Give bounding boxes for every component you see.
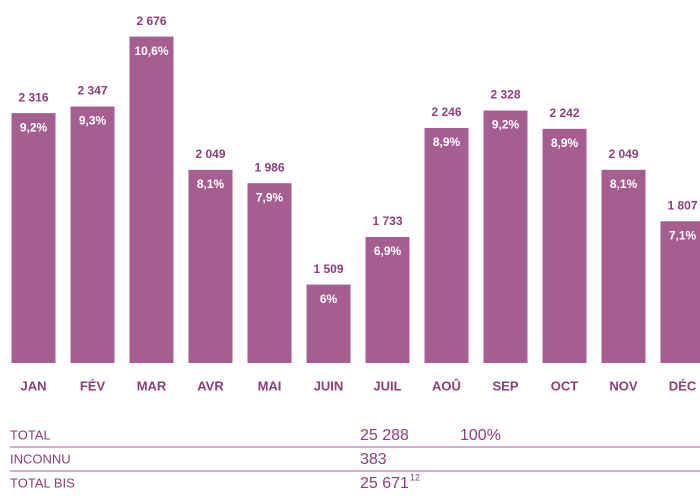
row-share: 100%	[460, 427, 501, 444]
x-tick-label: OCT	[551, 378, 579, 393]
x-tick-label: MAI	[258, 378, 282, 393]
bar	[661, 221, 700, 363]
share-label: 9,3%	[79, 114, 107, 128]
value-label: 2 049	[195, 147, 225, 161]
bar	[484, 111, 528, 363]
x-tick-label: MAR	[137, 378, 167, 393]
row-value: 25 671	[360, 475, 409, 491]
value-label: 2 676	[136, 14, 166, 28]
x-tick-label: JUIN	[314, 378, 344, 393]
bar	[189, 170, 233, 363]
value-label: 1 509	[313, 262, 343, 276]
share-label: 8,9%	[433, 135, 461, 149]
bar	[248, 183, 292, 363]
share-label: 6,9%	[374, 244, 402, 258]
bar	[543, 129, 587, 363]
x-tick-label: AOÛ	[432, 378, 461, 393]
value-label: 2 049	[608, 147, 638, 161]
row-value: 25 288	[360, 427, 409, 444]
value-label: 1 733	[372, 214, 402, 228]
row-label: INCONNU	[10, 451, 71, 466]
row-value: 383	[360, 451, 387, 468]
bar	[71, 107, 115, 363]
bar	[602, 170, 646, 363]
share-label: 6%	[320, 292, 338, 306]
x-tick-label: SEP	[492, 378, 518, 393]
x-tick-label: FÉV	[80, 378, 106, 393]
x-tick-label: AVR	[197, 378, 224, 393]
share-label: 7,9%	[256, 190, 284, 204]
bar	[425, 128, 469, 363]
value-label: 1 807	[667, 198, 697, 212]
value-label: 2 347	[77, 84, 107, 98]
share-label: 10,6%	[134, 44, 168, 58]
x-tick-label: DÉC	[669, 378, 697, 393]
value-label: 2 242	[549, 106, 579, 120]
bar	[130, 37, 174, 363]
share-label: 9,2%	[492, 118, 520, 132]
row-label: TOTAL BIS	[10, 475, 75, 490]
row-label: TOTAL	[10, 427, 51, 442]
row-note: 12	[410, 472, 420, 482]
share-label: 7,1%	[669, 228, 697, 242]
value-label: 1 986	[254, 160, 284, 174]
value-label: 2 316	[18, 90, 48, 104]
share-label: 9,2%	[20, 120, 48, 134]
value-label: 2 328	[490, 88, 520, 102]
share-label: 8,1%	[610, 177, 638, 191]
x-tick-label: JAN	[20, 378, 46, 393]
share-label: 8,1%	[197, 177, 225, 191]
share-label: 8,9%	[551, 136, 579, 150]
x-tick-label: JUIL	[373, 378, 401, 393]
value-label: 2 246	[431, 105, 461, 119]
x-tick-label: NOV	[609, 378, 638, 393]
bar	[12, 113, 56, 363]
